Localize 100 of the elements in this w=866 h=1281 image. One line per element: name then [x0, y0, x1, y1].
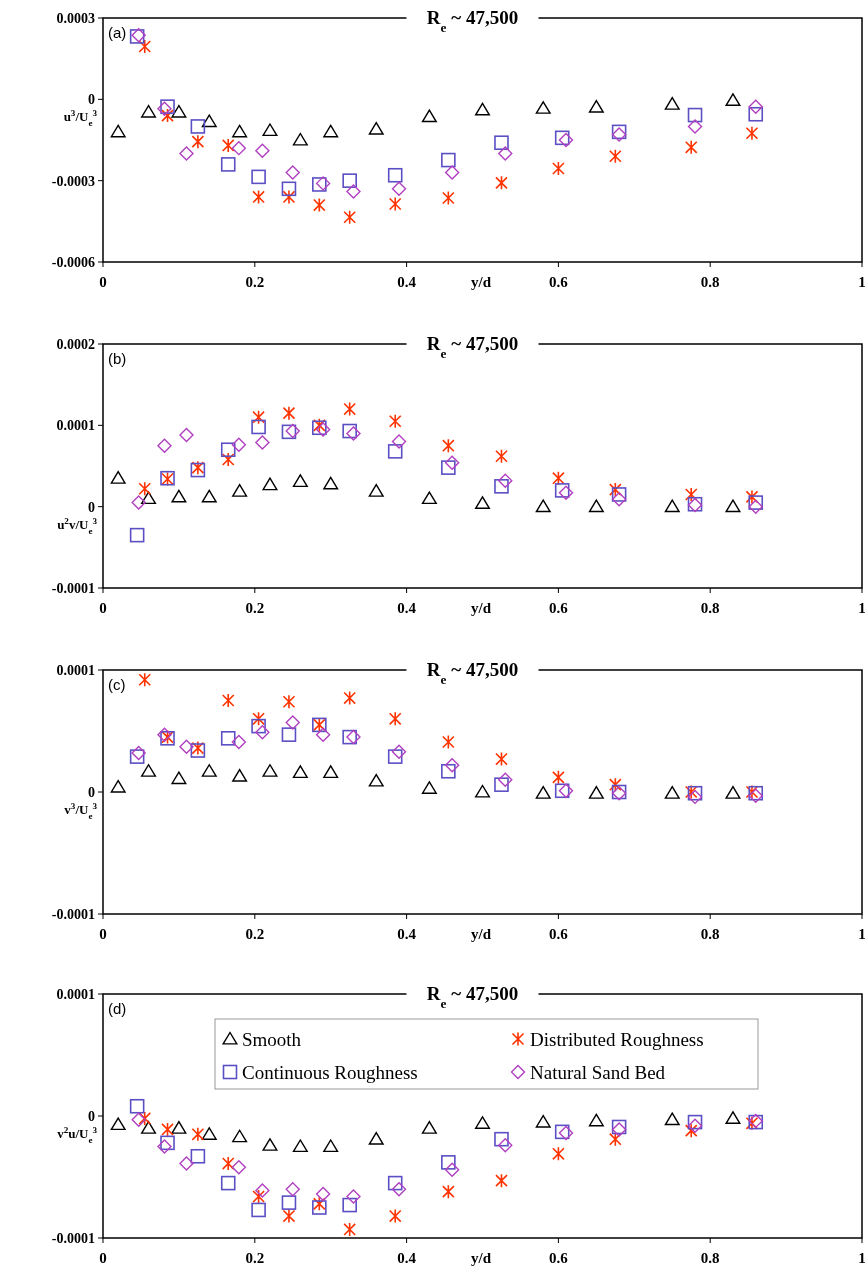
point: [444, 1162, 460, 1177]
point: [725, 93, 741, 106]
point: [495, 175, 508, 191]
point: [141, 1121, 157, 1134]
point: [474, 496, 491, 509]
point: [282, 694, 296, 710]
point: [251, 1202, 266, 1218]
point: [251, 169, 266, 185]
point: [232, 484, 248, 497]
y-tick-label: 0: [88, 784, 95, 800]
chart-title: R$_{e}$ ~ 47,500: [426, 333, 519, 361]
point: [161, 1122, 174, 1137]
x-axis-title: y/d: [470, 926, 492, 942]
point: [315, 176, 331, 191]
x-tick-label: 0.4: [397, 1250, 417, 1266]
point: [315, 1186, 331, 1202]
point: [342, 423, 357, 439]
point: [141, 764, 157, 777]
point: [323, 1139, 339, 1153]
point: [442, 438, 455, 453]
x-tick-label: 0.2: [245, 274, 265, 290]
point: [346, 729, 361, 745]
point: [535, 101, 551, 114]
point: [558, 783, 574, 798]
point: [748, 495, 764, 510]
point: [323, 476, 339, 490]
point: [292, 474, 308, 488]
point: [231, 140, 247, 156]
point: [687, 1118, 703, 1133]
point: [498, 473, 513, 488]
point: [138, 481, 152, 497]
point: [554, 1124, 570, 1140]
x-tick-label: 0: [99, 926, 107, 942]
point: [343, 690, 356, 706]
point: [285, 1182, 300, 1197]
annotation: (a): [108, 24, 127, 41]
point: [251, 419, 266, 435]
x-tick-label: 0.8: [700, 600, 720, 616]
point: [745, 125, 759, 141]
point: [221, 452, 235, 467]
point: [609, 777, 622, 792]
point: [687, 119, 703, 134]
point: [552, 1146, 565, 1162]
point: [342, 173, 357, 188]
annotation: (c): [108, 676, 126, 693]
point: [281, 1195, 297, 1210]
point: [221, 693, 235, 708]
point: [611, 492, 627, 507]
point: [252, 1189, 265, 1204]
y-tick-label: 0: [88, 1108, 95, 1124]
point: [129, 527, 145, 543]
point: [141, 104, 157, 118]
point: [441, 763, 456, 779]
x-tick-label: 0.6: [549, 926, 569, 942]
point: [725, 786, 741, 799]
point: [687, 107, 703, 123]
point: [179, 1156, 194, 1171]
point: [157, 438, 172, 453]
point: [387, 167, 403, 183]
point: [343, 401, 356, 417]
x-tick-label: 0: [99, 274, 107, 290]
x-tick-label: 0.8: [700, 926, 720, 942]
point: [684, 784, 698, 800]
x-tick-label: 0.6: [549, 274, 569, 290]
x-tick-label: 1: [858, 274, 866, 290]
point: [160, 1135, 175, 1151]
point: [664, 97, 680, 110]
point: [664, 499, 680, 513]
point: [312, 1196, 326, 1212]
point: [231, 437, 247, 453]
point: [346, 184, 361, 199]
point: [687, 789, 703, 805]
point: [220, 157, 236, 172]
legend-label: Smooth: [242, 1028, 302, 1050]
point: [252, 711, 265, 727]
point: [315, 422, 331, 437]
legend-label: Continuous Roughness: [242, 1061, 418, 1083]
point: [346, 426, 361, 441]
point: [141, 491, 157, 505]
point: [342, 729, 357, 745]
point: [179, 146, 194, 161]
y-tick-label: -0.0003: [51, 173, 95, 189]
point: [201, 114, 217, 128]
point: [664, 786, 680, 799]
point: [255, 143, 270, 159]
point: [323, 124, 339, 138]
point: [343, 209, 356, 225]
point: [346, 1189, 361, 1204]
point: [554, 783, 570, 799]
point: [391, 744, 407, 759]
point: [609, 482, 622, 497]
y-tick-label: 0.0001: [56, 418, 95, 434]
point: [421, 1121, 437, 1134]
point: [421, 491, 437, 505]
point: [391, 1182, 407, 1197]
x-tick-label: 1: [858, 600, 866, 616]
point: [262, 764, 278, 777]
x-tick-label: 0.8: [700, 1250, 720, 1266]
point: [285, 423, 300, 439]
point: [745, 784, 759, 800]
